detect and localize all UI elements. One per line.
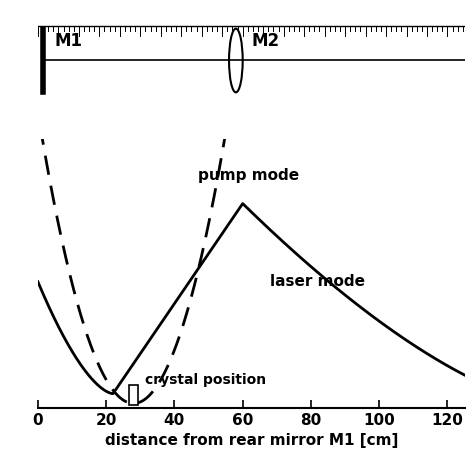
- X-axis label: distance from rear mirror M1 [cm]: distance from rear mirror M1 [cm]: [105, 433, 398, 448]
- Bar: [129, 385, 138, 405]
- Text: pump mode: pump mode: [198, 168, 300, 183]
- Text: crystal position: crystal position: [146, 373, 266, 387]
- Text: laser mode: laser mode: [270, 274, 365, 289]
- Text: M2: M2: [251, 32, 279, 50]
- Text: M1: M1: [55, 32, 83, 50]
